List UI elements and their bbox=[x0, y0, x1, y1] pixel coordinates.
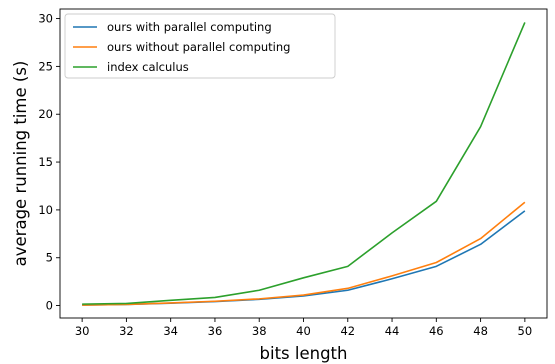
x-tick-label: 40 bbox=[296, 324, 311, 338]
x-tick-label: 50 bbox=[518, 324, 533, 338]
y-tick-label: 25 bbox=[38, 59, 53, 73]
series-line-2 bbox=[82, 201, 526, 306]
legend-label-2: ours without parallel computing bbox=[107, 40, 290, 54]
y-tick-label: 20 bbox=[38, 107, 53, 121]
x-tick-label: 44 bbox=[385, 324, 400, 338]
series-line-1 bbox=[82, 210, 526, 306]
y-tick-label: 30 bbox=[38, 12, 53, 26]
legend: ours with parallel computing ours without… bbox=[64, 13, 336, 79]
y-axis-label: average running time (s) bbox=[11, 61, 30, 267]
x-tick-label: 30 bbox=[75, 324, 90, 338]
legend-label-1: ours with parallel computing bbox=[107, 20, 272, 34]
legend-box bbox=[64, 13, 336, 79]
y-tick-label: 5 bbox=[46, 251, 53, 265]
y-tick-label: 15 bbox=[38, 155, 53, 169]
legend-label-3: index calculus bbox=[107, 60, 189, 74]
x-axis-label: bits length bbox=[260, 344, 348, 363]
x-tick-label: 46 bbox=[429, 324, 444, 338]
x-tick-label: 42 bbox=[340, 324, 355, 338]
y-tick-label: 0 bbox=[46, 299, 53, 313]
x-tick-label: 48 bbox=[473, 324, 488, 338]
x-tick-label: 38 bbox=[252, 324, 267, 338]
plot-area bbox=[82, 22, 526, 306]
x-tick-label: 36 bbox=[208, 324, 223, 338]
y-tick-label: 10 bbox=[38, 203, 53, 217]
axes: 30 32 34 36 38 40 42 44 46 48 50 0 5 10 15 20 25 30 bbox=[38, 8, 548, 338]
x-tick-label: 32 bbox=[119, 324, 134, 338]
series-line-3 bbox=[82, 22, 526, 305]
x-tick-label: 34 bbox=[163, 324, 178, 338]
